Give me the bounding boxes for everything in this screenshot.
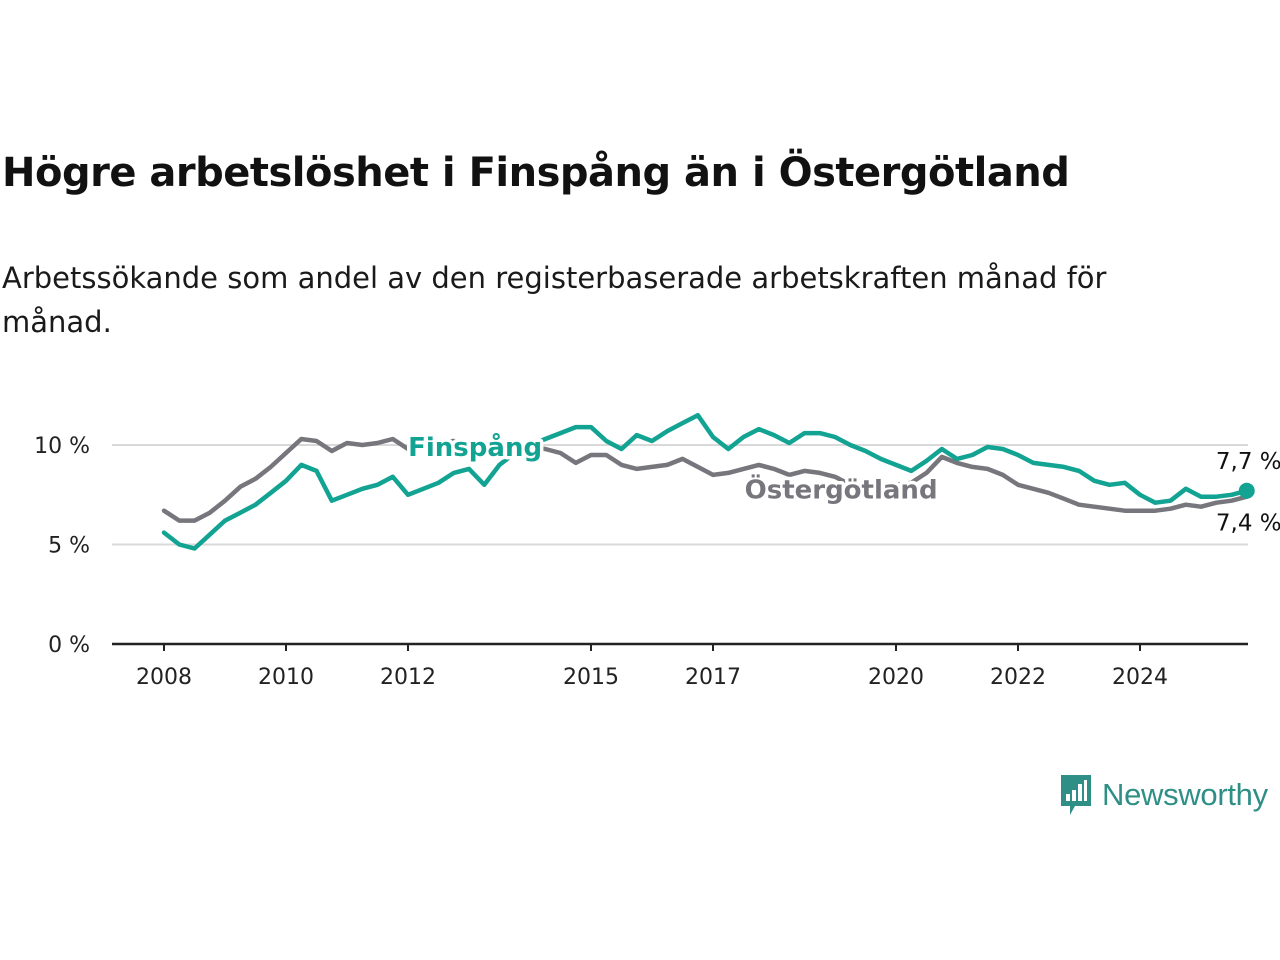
newsworthy-logo: Newsworthy: [1058, 772, 1268, 818]
x-tick-label: 2012: [380, 665, 436, 690]
y-tick-label: 0 %: [48, 633, 90, 658]
labels: 7,7 %7,4 %FinspångFinspångÖstergötlandÖs…: [405, 427, 1280, 537]
x-tick-label: 2015: [563, 665, 619, 690]
y-tick-label: 5 %: [48, 534, 90, 559]
finspang-end-marker: [1238, 482, 1255, 499]
x-tick-label: 2017: [685, 665, 741, 690]
gridlines: 0 % 5 % 10 %: [34, 434, 1248, 658]
series-line-finspang: [161, 412, 1250, 551]
brand-name: Newsworthy: [1102, 777, 1268, 812]
series-lines: [161, 412, 1255, 551]
series-label-finspang-halo: Finspång: [408, 431, 542, 463]
finspang-end-label: 7,7 %: [1216, 449, 1280, 475]
x-tick-label: 2022: [990, 665, 1046, 690]
x-tick-label: 2008: [136, 665, 192, 690]
series-label-finspang: Finspång: [408, 431, 542, 463]
ostergotland-end-label: 7,4 %: [1216, 511, 1280, 537]
series-label-ostergotland-halo: Östergötland: [745, 473, 938, 506]
x-axis: 2008 2010 2012 2015 2017 2020 2022 2024: [112, 642, 1248, 690]
series-label-ostergotland: Östergötland: [745, 473, 938, 506]
series-line-ostergotland: [161, 436, 1250, 523]
y-tick-label: 10 %: [34, 434, 90, 459]
newsworthy-logo-icon: [1061, 775, 1091, 815]
x-tick-label: 2024: [1112, 665, 1168, 690]
chart-title: Högre arbetslöshet i Finspång än i Öster…: [2, 150, 1070, 196]
line-chart: 0 %5 %10 % 2008 2010 2012 2015 2017 2020 2022 2…: [34, 412, 1280, 690]
chart-subtitle: Arbetssökande som andel av den registerb…: [2, 261, 1107, 339]
x-tick-label: 2010: [258, 665, 314, 690]
x-tick-label: 2020: [868, 665, 924, 690]
